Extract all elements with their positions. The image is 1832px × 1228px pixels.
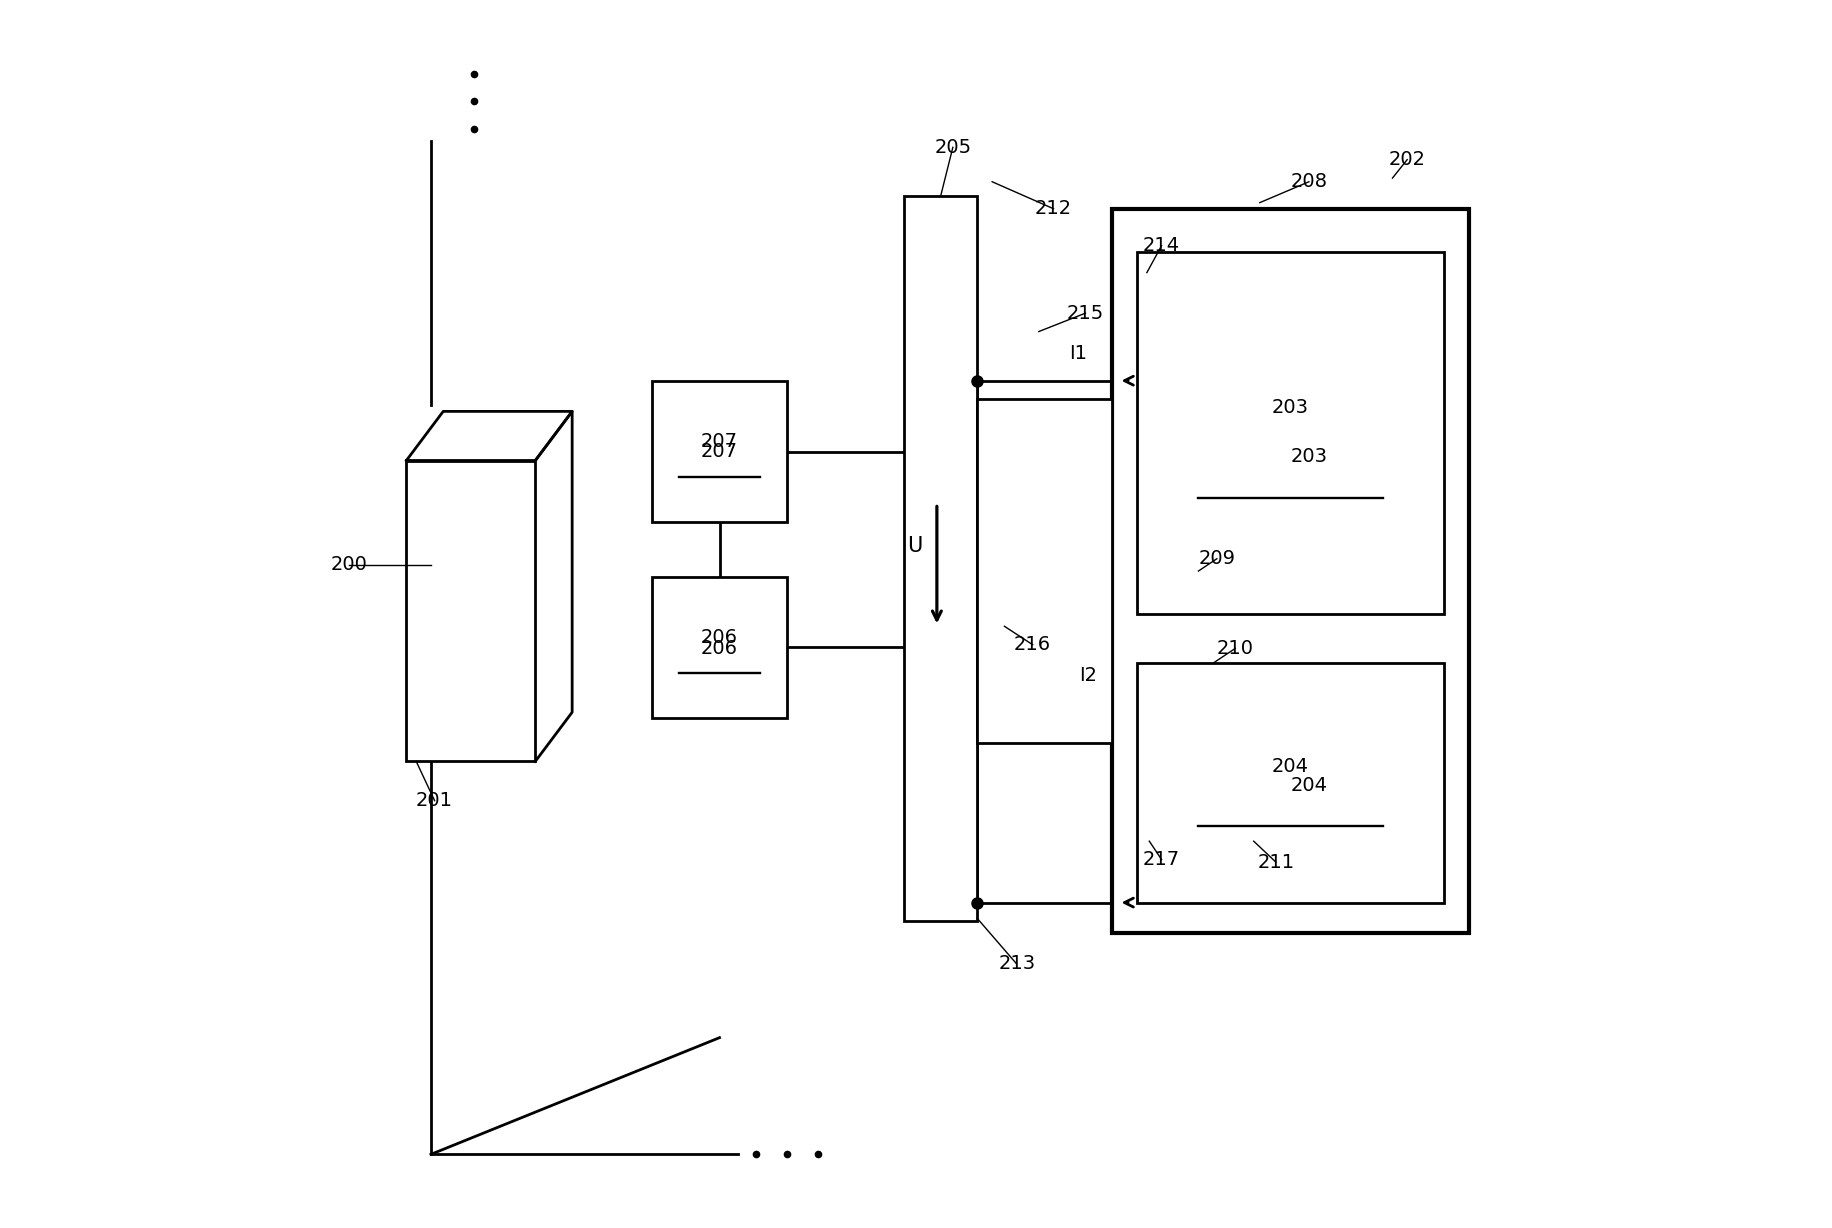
Text: I2: I2 xyxy=(1079,666,1097,685)
Text: 203: 203 xyxy=(1290,447,1328,467)
Text: 214: 214 xyxy=(1143,236,1180,255)
Text: 200: 200 xyxy=(330,555,366,575)
Bar xyxy=(652,381,788,522)
Text: 209: 209 xyxy=(1198,549,1235,569)
Text: I1: I1 xyxy=(1070,344,1086,363)
Text: 216: 216 xyxy=(1015,635,1052,655)
Text: U: U xyxy=(907,537,923,556)
Text: 207: 207 xyxy=(702,442,738,462)
Text: 203: 203 xyxy=(1271,398,1310,418)
Text: 204: 204 xyxy=(1290,776,1328,796)
Text: 202: 202 xyxy=(1389,150,1425,169)
Text: 211: 211 xyxy=(1257,852,1295,872)
Text: 208: 208 xyxy=(1290,172,1328,192)
Bar xyxy=(1138,663,1444,903)
Bar xyxy=(903,196,978,921)
Bar xyxy=(407,460,535,761)
Bar xyxy=(652,577,788,718)
Text: 206: 206 xyxy=(702,629,738,647)
Text: 206: 206 xyxy=(702,639,738,658)
Text: 210: 210 xyxy=(1216,639,1253,658)
Text: 217: 217 xyxy=(1143,850,1180,869)
Text: 201: 201 xyxy=(416,791,453,810)
Text: 205: 205 xyxy=(934,138,971,157)
Bar xyxy=(1138,252,1444,614)
Text: 213: 213 xyxy=(998,954,1035,974)
Text: 204: 204 xyxy=(1271,756,1310,776)
Text: 207: 207 xyxy=(702,432,738,451)
Bar xyxy=(1112,209,1469,933)
Text: 215: 215 xyxy=(1066,303,1105,323)
Text: 212: 212 xyxy=(1035,199,1072,219)
Bar xyxy=(978,399,1112,743)
